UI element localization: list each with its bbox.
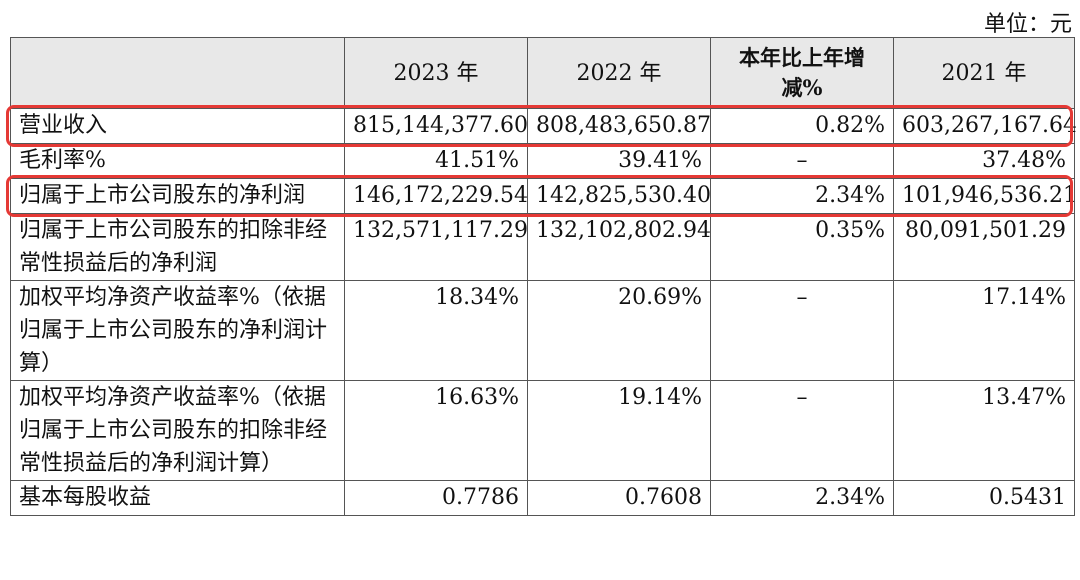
header-2021: 2021 年 [893, 37, 1075, 109]
table-row: 归属于上市公司股东的净利润 146,172,229.54 142,825,530… [10, 178, 1077, 214]
value-2022: 142,825,530.40 [527, 178, 711, 214]
value-2023: 146,172,229.54 [344, 178, 528, 214]
row-label: 加权平均净资产收益率%（依据归属于上市公司股东的净利润计算） [10, 280, 345, 381]
table-row: 基本每股收益 0.7786 0.7608 2.34% 0.5431 [10, 480, 1075, 516]
row-label: 加权平均净资产收益率%（依据归属于上市公司股东的扣除非经常性损益后的净利润计算） [10, 380, 345, 481]
table-row: 毛利率% 41.51% 39.41% – 37.48% [10, 143, 1075, 179]
value-2023: 0.7786 [344, 480, 528, 516]
table-row: 加权平均净资产收益率%（依据归属于上市公司股东的净利润计算） 18.34% 20… [10, 280, 1075, 381]
value-change: – [710, 380, 894, 481]
table-row: 加权平均净资产收益率%（依据归属于上市公司股东的扣除非经常性损益后的净利润计算）… [10, 380, 1075, 481]
value-2021: 0.5431 [893, 480, 1075, 516]
header-label-cell [10, 37, 345, 109]
value-2021: 603,267,167.64 [893, 108, 1077, 144]
value-2023: 815,144,377.60 [344, 108, 528, 144]
value-2023: 18.34% [344, 280, 528, 381]
row-label: 归属于上市公司股东的扣除非经常性损益后的净利润 [10, 213, 345, 281]
value-2021: 17.14% [893, 280, 1075, 381]
value-2021: 37.48% [893, 143, 1075, 179]
value-2021: 80,091,501.29 [893, 213, 1075, 281]
value-change: – [710, 280, 894, 381]
table-row: 营业收入 815,144,377.60 808,483,650.87 0.82%… [10, 108, 1077, 144]
row-label: 毛利率% [10, 143, 345, 179]
header-change: 本年比上年增减% [710, 37, 894, 109]
value-change: 2.34% [710, 178, 894, 214]
financial-summary-table: 2023 年 2022 年 本年比上年增减% 2021 年 营业收入 815,1… [10, 37, 1077, 516]
header-2022: 2022 年 [527, 37, 711, 109]
value-2022: 132,102,802.94 [527, 213, 711, 281]
row-label: 基本每股收益 [10, 480, 345, 516]
value-2022: 19.14% [527, 380, 711, 481]
row-label: 归属于上市公司股东的净利润 [10, 178, 345, 214]
value-2023: 16.63% [344, 380, 528, 481]
header-2023: 2023 年 [344, 37, 528, 109]
value-2021: 101,946,536.21 [893, 178, 1077, 214]
value-2022: 39.41% [527, 143, 711, 179]
row-label: 营业收入 [10, 108, 345, 144]
value-change: 2.34% [710, 480, 894, 516]
table-header-row: 2023 年 2022 年 本年比上年增减% 2021 年 [10, 37, 1075, 109]
table-row: 归属于上市公司股东的扣除非经常性损益后的净利润 132,571,117.29 1… [10, 213, 1075, 281]
value-2023: 132,571,117.29 [344, 213, 528, 281]
value-2022: 808,483,650.87 [527, 108, 711, 144]
value-change: 0.82% [710, 108, 894, 144]
value-2021: 13.47% [893, 380, 1075, 481]
value-2022: 20.69% [527, 280, 711, 381]
value-2023: 41.51% [344, 143, 528, 179]
value-change: – [710, 143, 894, 179]
unit-label: 单位：元 [983, 12, 1072, 37]
value-change: 0.35% [710, 213, 894, 281]
value-2022: 0.7608 [527, 480, 711, 516]
